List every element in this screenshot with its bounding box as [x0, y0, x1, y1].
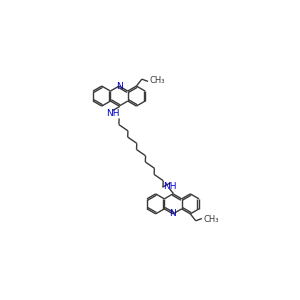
Text: N: N: [116, 82, 122, 91]
Text: NH: NH: [163, 182, 177, 191]
Text: CH₃: CH₃: [149, 76, 165, 85]
Text: CH₃: CH₃: [203, 215, 219, 224]
Text: NH: NH: [106, 109, 120, 118]
Text: N: N: [169, 209, 176, 218]
